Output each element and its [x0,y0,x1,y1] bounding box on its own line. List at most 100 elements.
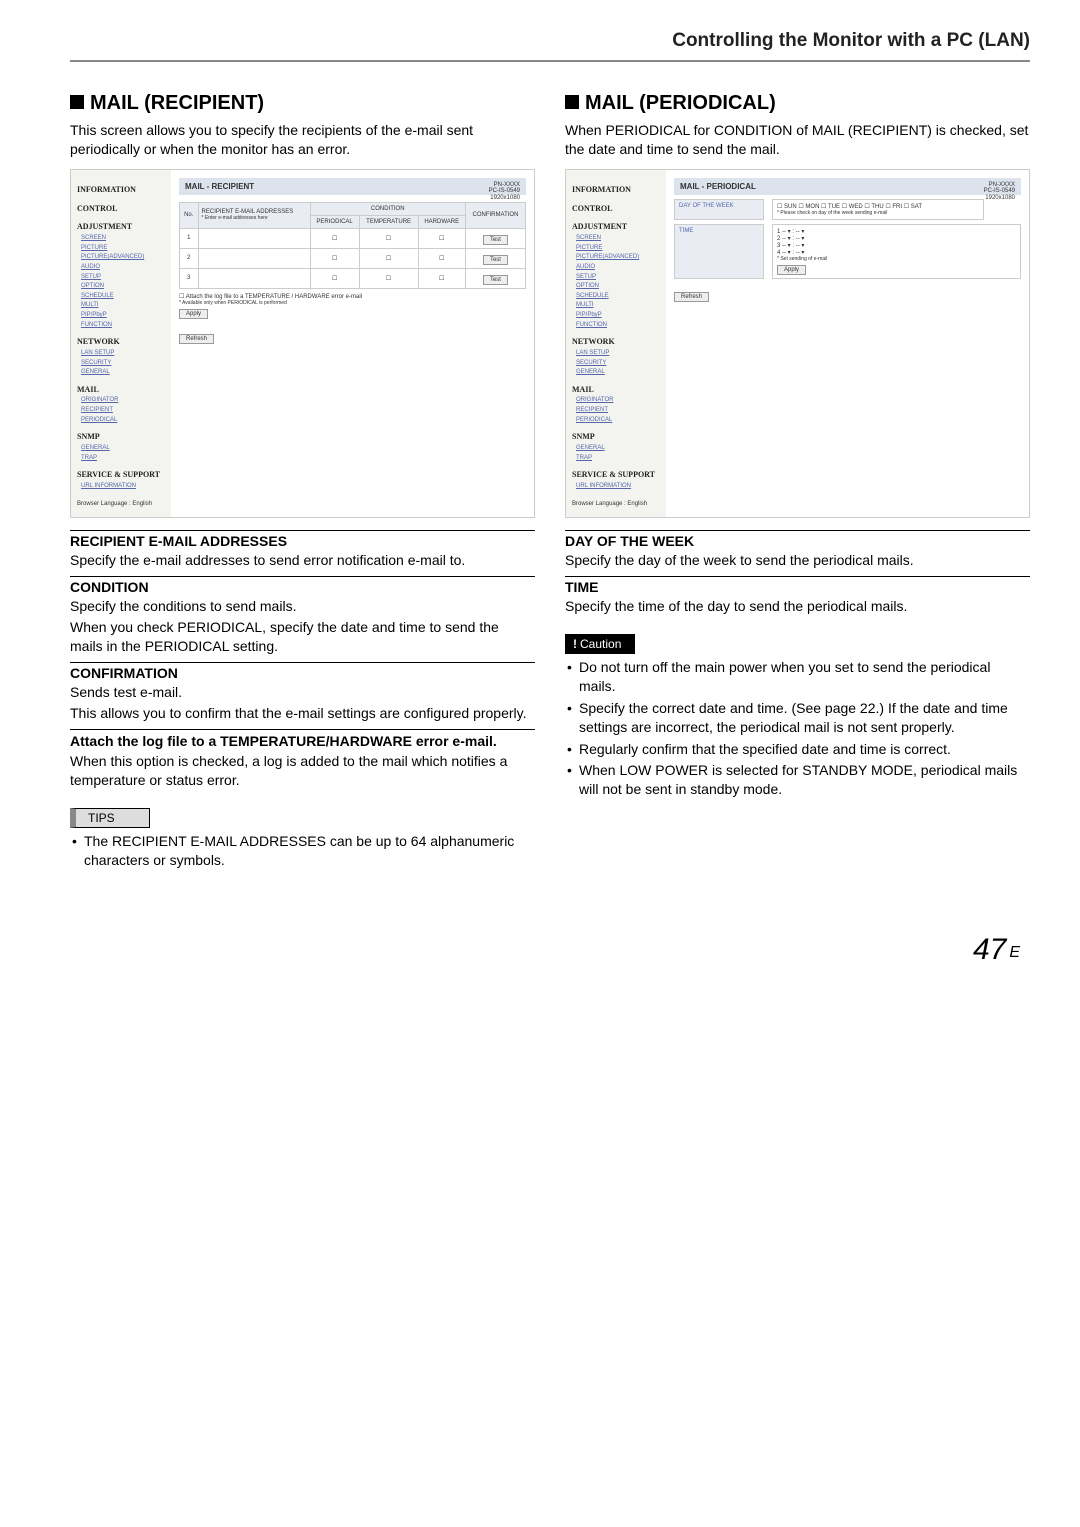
heading-attach-log: Attach the log file to a TEMPERATURE/HAR… [70,729,535,751]
caution-label: !Caution [565,634,635,654]
sidebar-item: ORIGINATOR [576,396,660,406]
sidebar-mail: MAIL [77,384,165,397]
text-condition-a: Specify the conditions to send mails. [70,597,535,616]
sidebar-item: SCREEN [81,234,165,244]
sidebar-item: PERIODICAL [81,416,165,426]
day-label: DAY OF THE WEEK [674,199,764,220]
attach-checkbox-row: ☐ Attach the log file to a TEMPERATURE /… [179,293,526,306]
screenshot-model-info: PN-XXXX PC-IS-0549 1920x1080 [489,182,520,202]
apply-button[interactable]: Apply [179,309,208,319]
recipient-table: No. RECIPIENT E-MAIL ADDRESSES * Enter e… [179,202,526,289]
warning-icon: ! [573,637,577,651]
th-periodical: PERIODICAL [310,215,359,228]
sidebar-snmp: SNMP [77,431,165,444]
sidebar-item: RECIPIENT [81,406,165,416]
caution-list: Do not turn off the main power when you … [565,658,1030,799]
sidebar-item: AUDIO [576,263,660,273]
tips-item: The RECIPIENT E-MAIL ADDRESSES can be up… [70,832,535,870]
heading-recipient-addresses: RECIPIENT E-MAIL ADDRESSES [70,530,535,549]
screenshot-panel-title: MAIL - RECIPIENT [185,182,254,191]
sidebar-item: GENERAL [81,368,165,378]
sidebar-item: OPTION [81,282,165,292]
right-section-title: MAIL (PERIODICAL) [565,92,1030,115]
sidebar-network: NETWORK [572,336,660,349]
sidebar-item: PERIODICAL [576,416,660,426]
sidebar-item: URL INFORMATION [576,482,660,492]
sidebar-item: SCHEDULE [81,292,165,302]
text-confirmation-a: Sends test e-mail. [70,683,535,702]
sidebar-adjustment: ADJUSTMENT [572,221,660,234]
sidebar-item: AUDIO [81,263,165,273]
sidebar-mail: MAIL [572,384,660,397]
heading-confirmation: CONFIRMATION [70,662,535,681]
screenshot-main: PN-XXXX PC-IS-0549 1920x1080 MAIL - RECI… [171,170,534,517]
screenshot-sidebar: INFORMATION CONTROL ADJUSTMENT SCREEN PI… [566,170,666,517]
apply-button[interactable]: Apply [777,265,806,275]
time-row: TIME 1 -- ▾ : -- ▾ 2 -- ▾ : -- ▾ 3 -- ▾ … [674,224,1021,279]
left-column: MAIL (RECIPIENT) This screen allows you … [70,92,535,873]
day-value: ☐ SUN ☐ MON ☐ TUE ☐ WED ☐ THU ☐ FRI ☐ SA… [772,199,984,220]
text-recipient-addresses: Specify the e-mail addresses to send err… [70,551,535,570]
sidebar-item: TRAP [81,454,165,464]
screenshot-sidebar: INFORMATION CONTROL ADJUSTMENT SCREEN PI… [71,170,171,517]
sidebar-item: TRAP [576,454,660,464]
sidebar-item: SETUP [576,273,660,283]
screenshot-panel-header: PN-XXXX PC-IS-0549 1920x1080 MAIL - PERI… [674,178,1021,195]
caution-item: Regularly confirm that the specified dat… [565,740,1030,759]
test-button[interactable]: Test [483,275,508,285]
sidebar-item: GENERAL [576,444,660,454]
sidebar-item: SECURITY [81,359,165,369]
sidebar-lang: Browser Language : English [572,500,660,510]
sidebar-item: OPTION [576,282,660,292]
text-time: Specify the time of the day to send the … [565,597,1030,616]
sidebar-information: INFORMATION [572,184,660,197]
text-attach-log: When this option is checked, a log is ad… [70,752,535,790]
page-number: 47E [70,933,1030,967]
heading-condition: CONDITION [70,576,535,595]
time-value: 1 -- ▾ : -- ▾ 2 -- ▾ : -- ▾ 3 -- ▾ : -- … [772,224,1021,279]
sidebar-item: GENERAL [81,444,165,454]
refresh-button[interactable]: Refresh [674,292,709,302]
page-number-value: 47 [973,933,1006,966]
left-intro-text: This screen allows you to specify the re… [70,121,535,159]
sidebar-item: PIP/PbyP [81,311,165,321]
table-row: 1☐☐☐Test [180,228,526,248]
heading-day-of-week: DAY OF THE WEEK [565,530,1030,549]
sidebar-information: INFORMATION [77,184,165,197]
test-button[interactable]: Test [483,235,508,245]
refresh-button[interactable]: Refresh [179,334,214,344]
sidebar-item: MULTI [81,301,165,311]
sidebar-item: FUNCTION [81,321,165,331]
time-label: TIME [674,224,764,279]
screenshot-model-info: PN-XXXX PC-IS-0549 1920x1080 [984,182,1015,202]
sidebar-service: SERVICE & SUPPORT [77,469,165,482]
th-addr: RECIPIENT E-MAIL ADDRESSES * Enter e-mai… [198,202,310,228]
tips-list: The RECIPIENT E-MAIL ADDRESSES can be up… [70,832,535,870]
left-title-text: MAIL (RECIPIENT) [90,92,264,114]
sidebar-item: SECURITY [576,359,660,369]
sidebar-item: PICTURE [576,244,660,254]
sidebar-item: ORIGINATOR [81,396,165,406]
sidebar-control: CONTROL [77,203,165,216]
test-button[interactable]: Test [483,255,508,265]
page-number-suffix: E [1009,944,1020,961]
sidebar-service: SERVICE & SUPPORT [572,469,660,482]
sidebar-item: PICTURE(ADVANCED) [576,253,660,263]
sidebar-item: PIP/PbyP [576,311,660,321]
sidebar-item: LAN SETUP [81,349,165,359]
sidebar-network: NETWORK [77,336,165,349]
recipient-screenshot: INFORMATION CONTROL ADJUSTMENT SCREEN PI… [70,169,535,518]
day-of-week-row: DAY OF THE WEEK ☐ SUN ☐ MON ☐ TUE ☐ WED … [674,199,984,220]
sidebar-item: URL INFORMATION [81,482,165,492]
caution-item: Do not turn off the main power when you … [565,658,1030,696]
th-confirmation: CONFIRMATION [465,202,525,228]
right-column: MAIL (PERIODICAL) When PERIODICAL for CO… [565,92,1030,873]
table-row: 2☐☐☐Test [180,248,526,268]
sidebar-lang: Browser Language : English [77,500,165,510]
caution-text: Caution [580,637,621,651]
square-bullet-icon [70,95,84,109]
text-day-of-week: Specify the day of the week to send the … [565,551,1030,570]
sidebar-item: FUNCTION [576,321,660,331]
sidebar-item: GENERAL [576,368,660,378]
th-no: No. [180,202,199,228]
